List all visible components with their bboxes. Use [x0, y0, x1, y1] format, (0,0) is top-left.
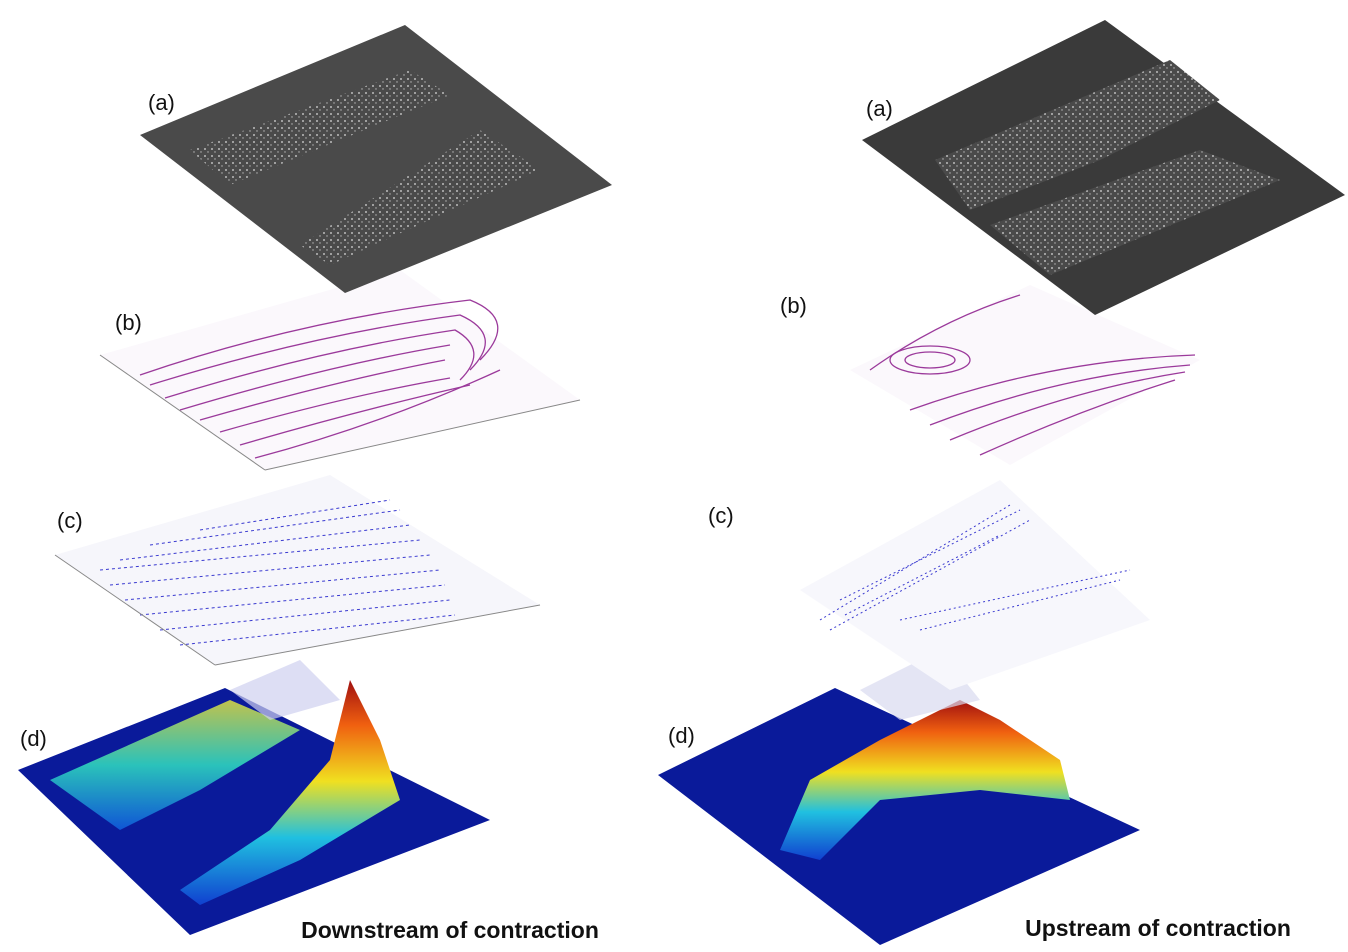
caption: Downstream of contraction: [301, 917, 599, 943]
layer-label: (a): [866, 96, 893, 121]
axis: [54, 554, 216, 666]
surface-base: [658, 688, 1140, 945]
layer-label: (a): [148, 90, 175, 115]
vector-field: [819, 504, 1131, 631]
streamlines: [869, 294, 1196, 456]
layer-label: (b): [780, 293, 807, 318]
surface-ridge: [50, 700, 300, 830]
axis: [264, 399, 581, 471]
surface-ridge: [180, 680, 400, 905]
downstream-panel: (a) (b) (c) (d) Downstream of contractio…: [18, 25, 612, 943]
axis: [99, 354, 266, 471]
caption: Upstream of contraction: [1025, 915, 1291, 941]
upstream-panel: (a) (b) (c) (d) Upstream of contraction: [658, 20, 1345, 945]
particle-image: [862, 20, 1345, 315]
layer-plane: [100, 270, 580, 470]
surface-patch: [230, 660, 340, 720]
vector-field: [99, 499, 456, 646]
particle-band: [935, 60, 1220, 210]
layer-label: (c): [708, 503, 734, 528]
layer-label: (b): [115, 310, 142, 335]
particle-image: [140, 25, 612, 293]
layer-plane: [55, 475, 540, 665]
layer-label: (d): [668, 723, 695, 748]
particle-band: [190, 70, 450, 185]
layer-plane: [850, 285, 1200, 465]
streamlines: [139, 299, 501, 459]
particle-band: [300, 130, 540, 265]
axis: [214, 604, 541, 666]
particle-band: [990, 150, 1280, 275]
layer-label: (d): [20, 726, 47, 751]
layer-plane: [800, 480, 1150, 690]
layer-label: (c): [57, 508, 83, 533]
surface-ridge: [780, 700, 1070, 860]
